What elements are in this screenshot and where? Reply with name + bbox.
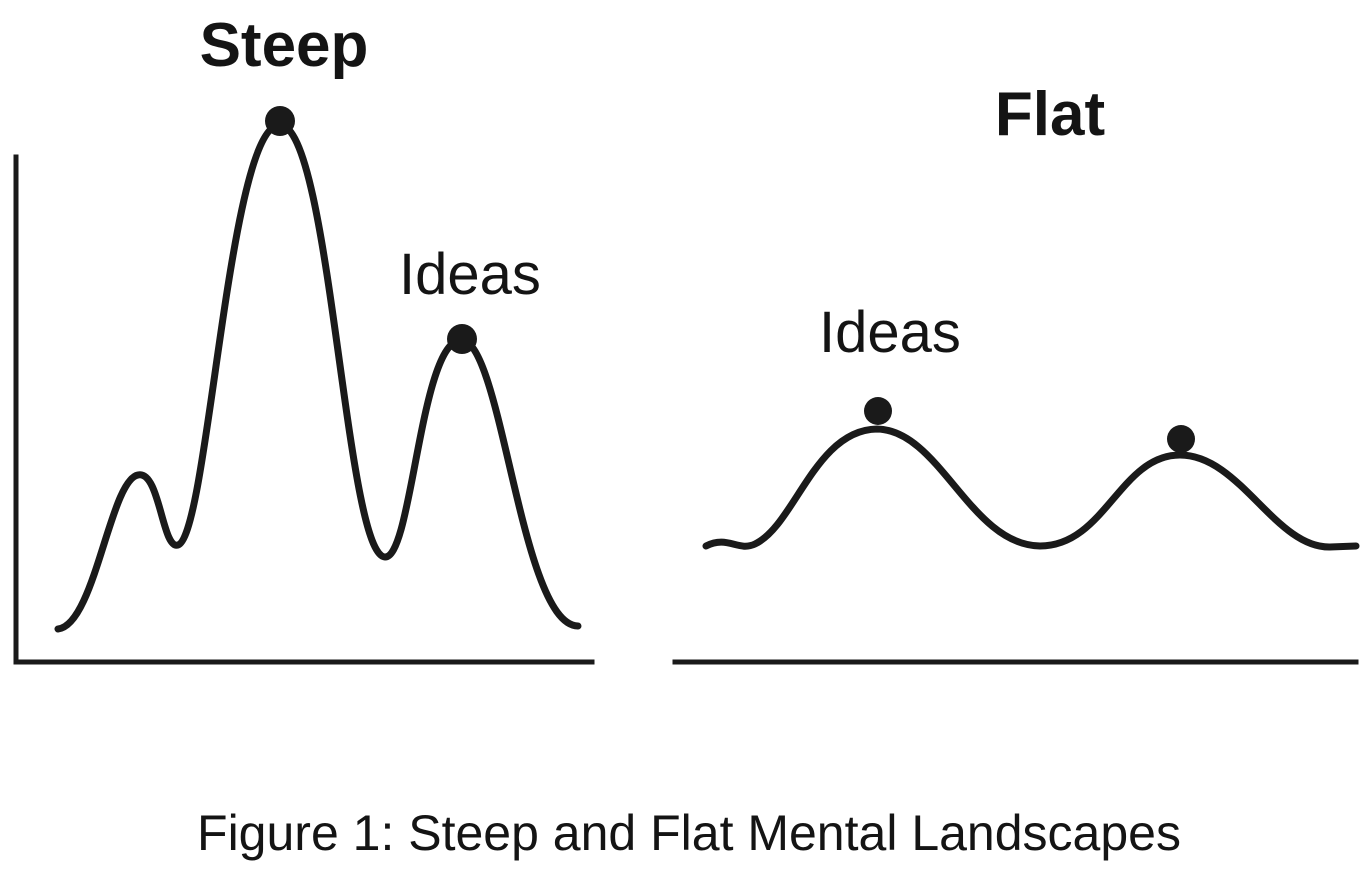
- steep-title: Steep: [200, 11, 369, 80]
- steep-landscape-curve: [54, 121, 582, 633]
- flat-ideas-label: Ideas: [819, 300, 961, 365]
- flat-second-peak-dot: [1167, 425, 1195, 453]
- flat-landscape-curve: [702, 425, 1360, 551]
- figure-caption: Figure 1: Steep and Flat Mental Landscap…: [197, 805, 1181, 861]
- steep-ideas-label: Ideas: [399, 242, 541, 307]
- flat-first-peak-dot: [864, 397, 892, 425]
- flat-landscape-panel: Flat Ideas: [672, 80, 1360, 665]
- steep-tall-peak-dot: [265, 106, 295, 136]
- steep-landscape-panel: Steep Ideas: [13, 11, 595, 665]
- flat-title: Flat: [995, 80, 1105, 149]
- steep-second-peak-dot: [447, 324, 477, 354]
